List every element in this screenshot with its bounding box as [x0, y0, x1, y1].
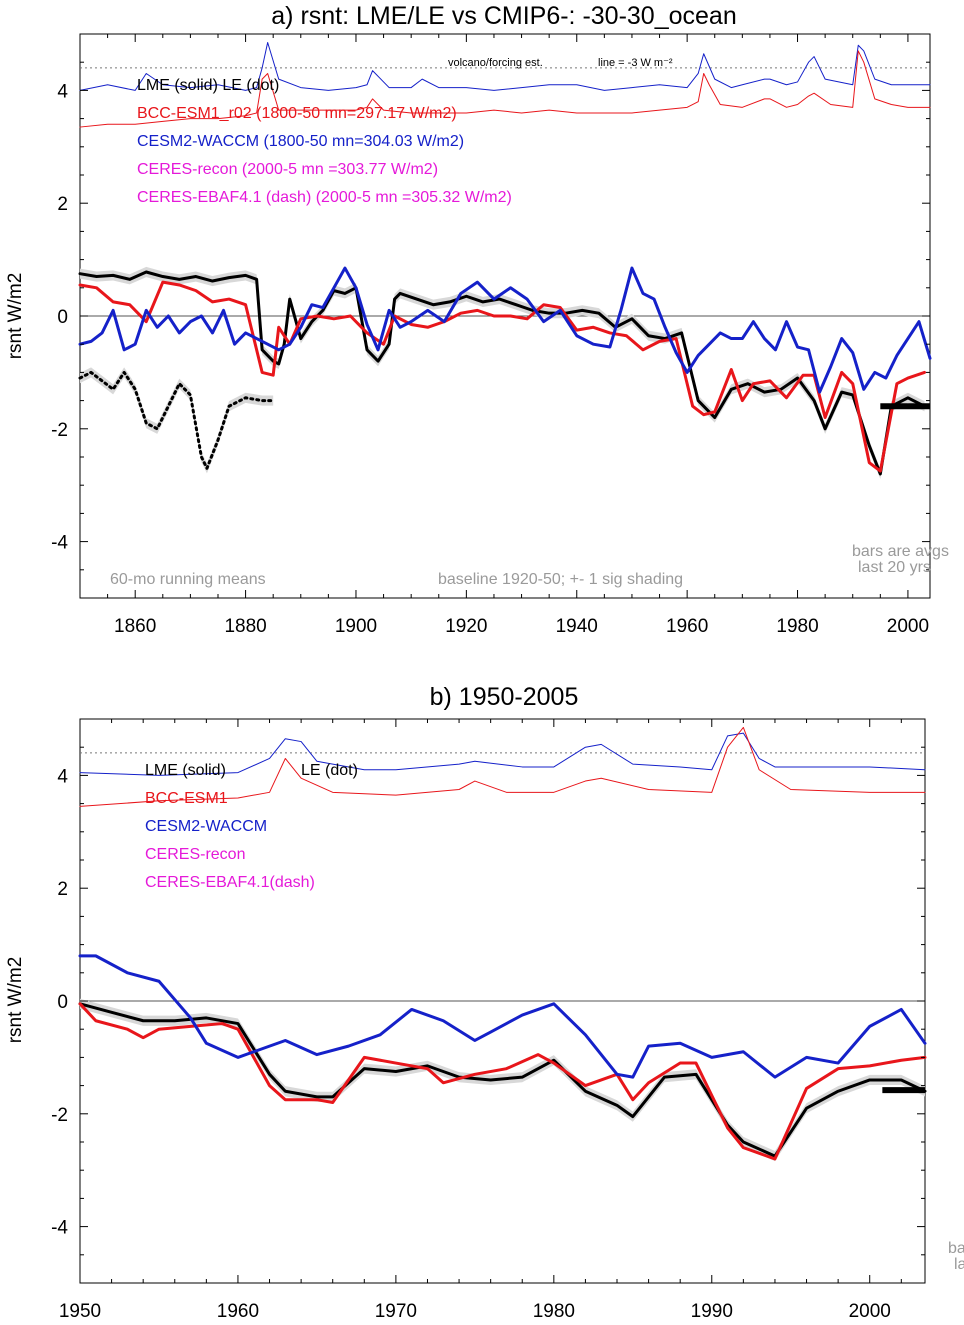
legend-entry: LE (dot): [301, 762, 358, 779]
chart-title: a) rsnt: LME/LE vs CMIP6-: -30-30_ocean: [271, 2, 736, 30]
y-tick-label: 2: [57, 194, 68, 215]
plot-area: [78, 726, 927, 1162]
series-line-volcano-cesm2: [79, 732, 926, 776]
legend-entry: CERES-recon: [145, 846, 245, 863]
x-tick-label: 2000: [849, 1301, 891, 1322]
y-tick-label: 0: [57, 992, 68, 1013]
y-tick-label: 4: [57, 81, 68, 102]
x-tick-label: 1980: [776, 616, 818, 637]
legend-entry: LME (solid) LE (dot): [137, 77, 279, 94]
x-tick-label: 1920: [445, 616, 487, 637]
chart-title: b) 1950-2005: [430, 683, 579, 711]
legend: LME (solid) LE (dot) BCC-ESM1 CESM2-WACCM CE…: [145, 762, 358, 891]
y-tick-label: 2: [57, 879, 68, 900]
x-tick-label: 1970: [375, 1301, 417, 1322]
y-tick-label: 0: [57, 307, 68, 328]
x-tick-label: 1960: [666, 616, 708, 637]
legend-entry: BCC-ESM1: [145, 790, 228, 807]
y-tick-label: -2: [51, 1105, 68, 1126]
annotation-bars-2: last 20 yrs: [858, 559, 931, 576]
plot-area: [78, 41, 932, 479]
x-tick-label: 2000: [887, 616, 929, 637]
x-tick-label: 1960: [217, 1301, 259, 1322]
legend-entry: BCC-ESM1_r02 (1800-50 mn=297.17 W/m2): [137, 105, 457, 122]
legend-entry: CERES-EBAF4.1(dash): [145, 874, 315, 891]
annotation-bars-1: ba: [948, 1240, 964, 1257]
legend-entry: CERES-EBAF4.1 (dash) (2000-5 mn =305.32 …: [137, 189, 512, 206]
series-line-bcc-esm1: [78, 1002, 927, 1161]
legend: LME (solid) LE (dot) BCC-ESM1_r02 (1800-5…: [137, 77, 512, 206]
legend-entry: CESM2-WACCM (1800-50 mn=304.03 W/m2): [137, 133, 464, 150]
series-line-lme: [78, 270, 926, 476]
y-tick-label: 4: [57, 766, 68, 787]
x-tick-label: 1860: [114, 616, 156, 637]
y-tick-label: -4: [51, 533, 68, 554]
annotation-line-scale: line = -3 W m⁻²: [598, 57, 673, 69]
x-tick-label: 1900: [335, 616, 377, 637]
x-tick-label: 1980: [533, 1301, 575, 1322]
legend-entry: CERES-recon (2000-5 mn =303.77 W/m2): [137, 161, 438, 178]
series-line-volcano-bcc: [79, 726, 926, 807]
series-line-bcc-esm1: [78, 280, 926, 473]
x-tick-label: 1940: [556, 616, 598, 637]
annotation-volcano: volcano/forcing est.: [448, 57, 543, 69]
legend-entry: CESM2-WACCM: [145, 818, 267, 835]
series-line-le: [78, 370, 275, 470]
series-line-cesm2-waccm: [78, 266, 932, 394]
shading-le: [80, 367, 274, 474]
annotation-running: 60-mo running means: [110, 571, 266, 588]
annotation-baseline: baseline 1920-50; +- 1 sig shading: [438, 571, 683, 588]
annotation-bars-1: bars are avgs: [852, 543, 949, 560]
y-axis-label: rsnt W/m2: [5, 273, 26, 360]
series-line-volcano-cesm2: [79, 41, 931, 91]
panel-b: b) 1950-2005 1950 1960 1970 1980 1990 2000 -4 -…: [5, 683, 964, 1322]
y-tick-label: -2: [51, 420, 68, 441]
legend-entry: LME (solid): [145, 762, 226, 779]
x-tick-label: 1950: [59, 1301, 101, 1322]
series-line-volcano-bcc: [79, 50, 931, 128]
x-tick-label: 1990: [691, 1301, 733, 1322]
y-tick-label: -4: [51, 1218, 68, 1239]
series-line-cesm2-waccm: [78, 954, 927, 1079]
y-axis-label: rsnt W/m2: [5, 957, 26, 1044]
axes: 1950 1960 1970 1980 1990 2000 -4 -2 0 2 4: [51, 718, 925, 1322]
axes: 1860 1880 1900 1920 1940 1960 1980 2000 -4 -2 0 2 4: [51, 33, 930, 637]
annotation-bars-2: la: [954, 1256, 964, 1273]
panel-a: a) rsnt: LME/LE vs CMIP6-: -30-30_ocean …: [5, 2, 949, 637]
x-tick-label: 1880: [224, 616, 266, 637]
